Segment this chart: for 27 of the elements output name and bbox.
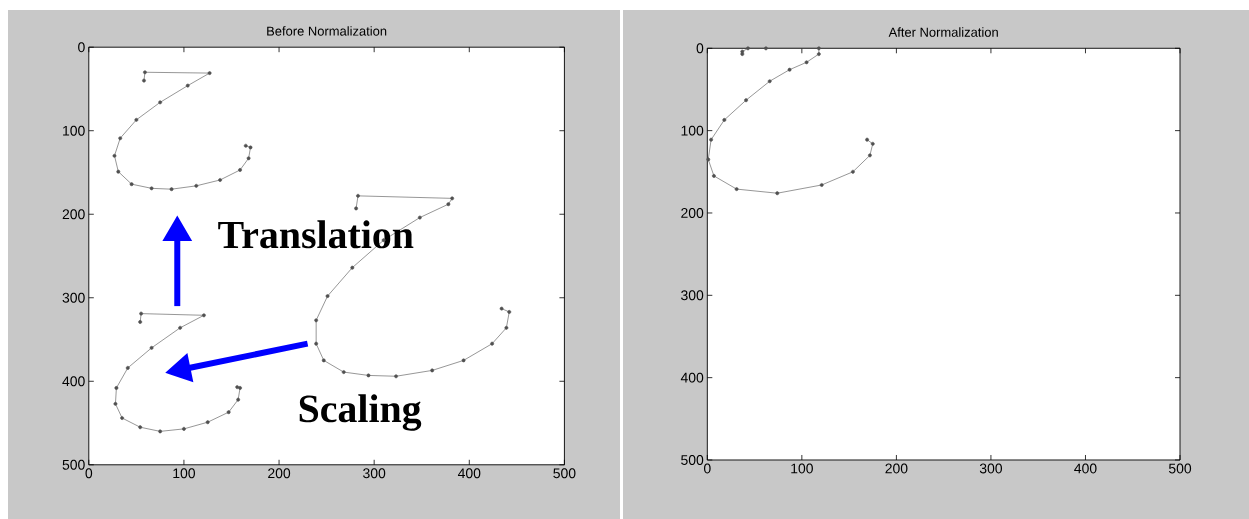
y-tick-label: 200 [681,208,704,218]
y-tick-label: 400 [680,372,704,383]
x-tick-label: 0 [85,468,93,479]
x-tick-label: 0 [703,463,711,474]
y-tick-label: 500 [681,455,704,465]
x-tick-label: 300 [363,468,386,479]
y-tick-label: 400 [62,376,85,387]
chart-title: Before Normalization [267,26,387,36]
x-tick-label: 500 [1168,463,1192,474]
annotation: Scaling [299,394,422,431]
y-tick-label: 100 [63,125,85,136]
x-tick-label: 400 [1074,463,1097,474]
x-tick-label: 300 [979,463,1003,474]
x-tick-label: 100 [173,468,196,479]
x-tick-label: 200 [885,463,908,474]
x-tick-label: 200 [268,468,291,479]
x-tick-label: 100 [791,463,813,474]
y-tick-label: 200 [62,209,85,220]
y-tick-label: 100 [681,125,704,136]
annotation: Translation [218,220,414,249]
y-tick-label: 300 [62,292,85,303]
y-tick-label: 300 [681,290,704,301]
chart-title: After Normalization [888,27,998,37]
y-tick-label: 0 [78,42,85,53]
x-tick-label: 500 [553,468,576,479]
x-tick-label: 400 [457,468,481,479]
y-tick-label: 0 [696,43,704,54]
